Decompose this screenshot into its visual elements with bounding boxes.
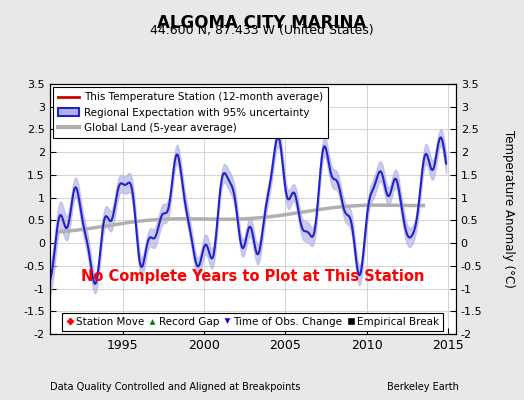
Text: 44.600 N, 87.433 W (United States): 44.600 N, 87.433 W (United States) [150, 24, 374, 37]
Text: Data Quality Controlled and Aligned at Breakpoints: Data Quality Controlled and Aligned at B… [50, 382, 300, 392]
Text: Berkeley Earth: Berkeley Earth [387, 382, 458, 392]
Text: No Complete Years to Plot at This Station: No Complete Years to Plot at This Statio… [81, 269, 424, 284]
Legend: Station Move, Record Gap, Time of Obs. Change, Empirical Break: Station Move, Record Gap, Time of Obs. C… [62, 312, 443, 331]
Y-axis label: Temperature Anomaly (°C): Temperature Anomaly (°C) [502, 130, 515, 288]
Text: ALGOMA CITY MARINA: ALGOMA CITY MARINA [157, 14, 367, 32]
